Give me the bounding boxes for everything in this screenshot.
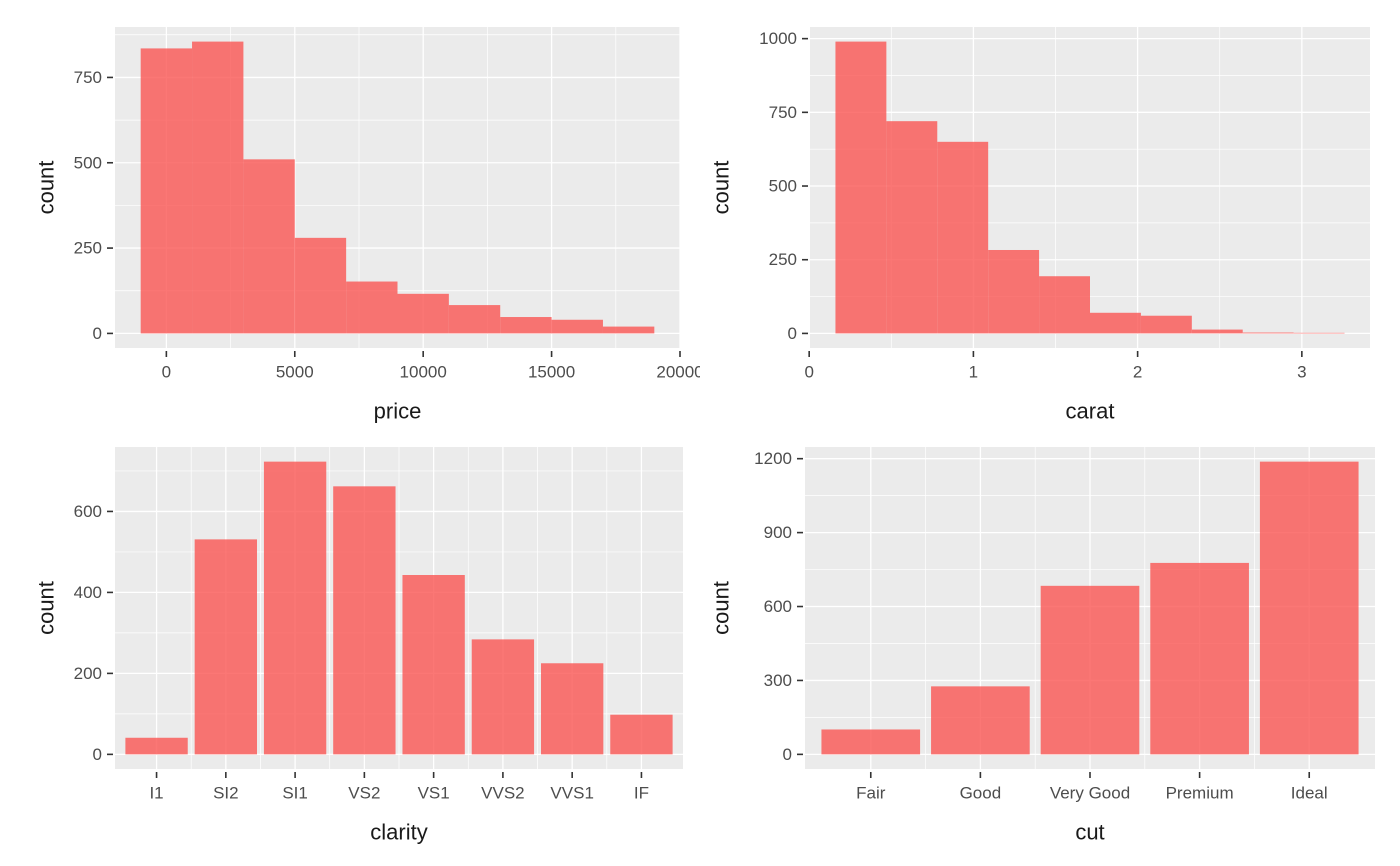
bar-if [610, 714, 673, 755]
carat-histogram-svg: 0 1 2 3 0 250 500 750 1000 carat count [709, 27, 1370, 424]
x-tick-label: IF [634, 784, 649, 803]
price-bin-4 [346, 281, 398, 334]
x-tick-label: 0 [162, 363, 171, 382]
x-tick-label: Very Good [1050, 784, 1130, 803]
price-bin-6 [448, 305, 501, 334]
x-tick-label: 2 [1133, 363, 1142, 382]
x-tick-label: Premium [1166, 784, 1234, 803]
y-tick-label: 600 [764, 597, 792, 616]
x-tick-label: VVS2 [481, 784, 524, 803]
carat-bin-1 [886, 121, 938, 334]
carat-bin-5 [1090, 312, 1141, 334]
x-tick-label: VS1 [418, 784, 450, 803]
x-tick-label: 1 [969, 363, 978, 382]
chart-cut-barchart: Fair Good Very Good Premium Ideal 0 300 600 900 1… [700, 433, 1400, 866]
carat-bin-6 [1140, 315, 1192, 334]
clarity-barchart-svg: I1 SI2 SI1 VS2 VS1 VVS2 VVS1 IF 0 200 400 600 clarit… [34, 447, 683, 845]
y-tick-label: 400 [74, 583, 102, 602]
bar-i1 [125, 737, 188, 755]
x-tick-label: I1 [149, 784, 163, 803]
y-tick-label: 0 [788, 324, 797, 343]
x-tick-label: 10000 [400, 363, 447, 382]
x-axis-title: carat [1066, 399, 1115, 424]
y-axis-title: count [34, 161, 59, 215]
bar-very-good [1040, 585, 1140, 755]
bar-premium [1150, 562, 1249, 755]
y-tick-label: 1000 [759, 29, 797, 48]
price-histogram-svg: 0 5000 10000 15000 20000 0 250 500 750 price count [34, 27, 700, 424]
y-tick-label: 300 [764, 671, 792, 690]
chart-carat-histogram: 0 1 2 3 0 250 500 750 1000 carat count [700, 0, 1400, 433]
bar-si2 [194, 539, 257, 755]
chart-clarity-barchart: I1 SI2 SI1 VS2 VS1 VVS2 VVS1 IF 0 200 400 600 clarit… [0, 433, 700, 866]
carat-bin-0 [835, 41, 887, 334]
x-tick-label: SI1 [282, 784, 308, 803]
price-bin-3 [294, 237, 347, 334]
x-tick-label: SI2 [213, 784, 239, 803]
bar-vs1 [402, 575, 465, 755]
y-tick-label: 0 [93, 324, 102, 343]
bar-vs2 [333, 486, 396, 755]
carat-bin-7 [1191, 329, 1243, 334]
x-tick-label: Fair [856, 784, 886, 803]
y-tick-label: 250 [769, 250, 797, 269]
x-tick-label: 20000 [656, 363, 700, 382]
price-bin-8 [551, 319, 603, 334]
x-axis-title: clarity [370, 820, 427, 845]
y-tick-label: 250 [74, 239, 102, 258]
cut-barchart-svg: Fair Good Very Good Premium Ideal 0 300 600 900 1… [709, 447, 1375, 845]
y-tick-label: 900 [764, 523, 792, 542]
price-bin-2 [243, 159, 295, 334]
x-tick-label: 3 [1297, 363, 1306, 382]
price-bin-9 [602, 326, 655, 334]
bar-ideal [1259, 461, 1359, 755]
bar-good [931, 686, 1030, 755]
x-tick-label: 5000 [276, 363, 314, 382]
carat-bin-3 [988, 249, 1040, 334]
y-tick-label: 750 [74, 68, 102, 87]
x-tick-label: Ideal [1291, 784, 1328, 803]
bar-vvs2 [471, 639, 535, 755]
carat-bin-4 [1039, 276, 1090, 334]
chart-price-histogram: 0 5000 10000 15000 20000 0 250 500 750 price count [0, 0, 700, 433]
y-tick-label: 0 [783, 745, 792, 764]
y-axis-title: count [709, 161, 734, 215]
x-tick-label: Good [960, 784, 1002, 803]
y-tick-label: 500 [74, 153, 102, 172]
y-tick-label: 0 [93, 745, 102, 764]
carat-bin-2 [937, 141, 989, 334]
carat-bin-9 [1293, 332, 1345, 334]
bar-vvs1 [541, 663, 604, 755]
y-tick-label: 500 [769, 177, 797, 196]
bar-si1 [263, 461, 327, 755]
y-axis-title: count [34, 581, 59, 635]
x-tick-label: 15000 [528, 363, 575, 382]
x-tick-label: VVS1 [550, 784, 593, 803]
x-tick-label: 0 [804, 363, 813, 382]
x-tick-label: VS2 [348, 784, 380, 803]
carat-bin-8 [1242, 332, 1294, 334]
y-axis-title: count [709, 581, 734, 635]
y-tick-label: 200 [74, 664, 102, 683]
y-tick-label: 600 [74, 502, 102, 521]
x-axis-title: cut [1075, 820, 1104, 845]
price-bin-5 [397, 293, 449, 334]
x-axis-title: price [374, 399, 422, 424]
bar-fair [821, 729, 921, 755]
price-bin-7 [500, 317, 552, 334]
price-bin-1 [192, 41, 244, 334]
y-tick-label: 1200 [754, 449, 792, 468]
price-bin-0 [140, 48, 193, 334]
y-tick-label: 750 [769, 103, 797, 122]
